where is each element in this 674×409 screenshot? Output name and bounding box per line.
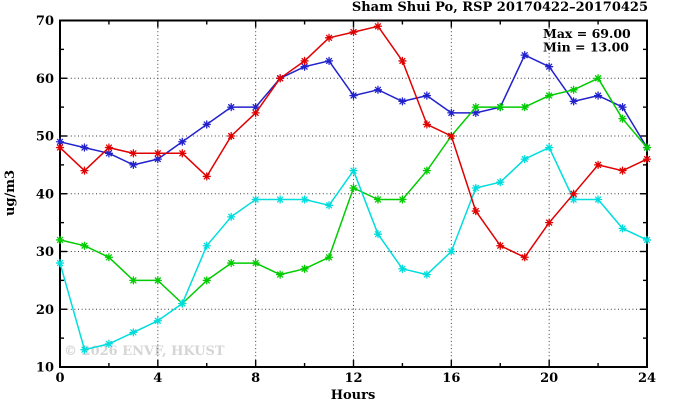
x-tick-label: 8	[251, 371, 260, 386]
y-tick-label: 30	[36, 245, 54, 260]
x-tick-label: 0	[55, 371, 64, 386]
y-tick-label: 70	[36, 14, 54, 29]
max-annotation: Max = 69.00	[543, 26, 631, 41]
series-blue-markers	[55, 51, 652, 170]
x-tick-label: 24	[638, 371, 656, 386]
series-red-markers	[55, 22, 652, 262]
series-green-markers	[55, 74, 652, 308]
y-axis-label: ug/m3	[3, 170, 18, 216]
watermark: © 2026 ENVF, HKUST	[64, 344, 225, 359]
x-axis-label: Hours	[331, 388, 376, 403]
y-tick-label: 20	[36, 303, 54, 318]
y-tick-label: 50	[36, 130, 54, 145]
y-tick-label: 40	[36, 187, 54, 202]
x-tick-label: 4	[153, 371, 162, 386]
plot-border	[59, 19, 648, 368]
x-tick-label: 16	[442, 371, 460, 386]
chart-title: Sham Shui Po, RSP 20170422–20170425	[352, 0, 648, 15]
min-annotation: Min = 13.00	[543, 40, 629, 55]
x-tick-label: 12	[344, 371, 362, 386]
x-tick-label: 20	[540, 371, 558, 386]
plot-area: 0 4 8 12 16 20 24 10 20 30 40 50 60 70	[36, 14, 656, 386]
series-cyan-markers	[55, 143, 652, 354]
y-tick-label: 60	[36, 72, 54, 87]
y-tick-label: 10	[36, 361, 54, 376]
